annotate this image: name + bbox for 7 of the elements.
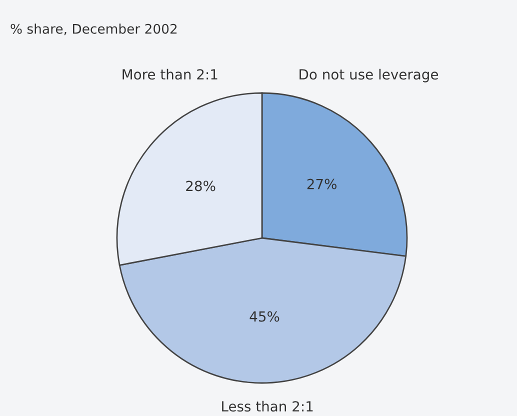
- slice-label: Less than 2:1: [222, 400, 313, 412]
- data-label: 45%: [250, 311, 280, 322]
- data-label: 27%: [307, 178, 336, 190]
- chart-title: % share, December 2002: [10, 24, 177, 36]
- slice-label: Do not use leverage: [300, 68, 438, 82]
- slice-label: More than 2:1: [122, 68, 218, 80]
- data-label: 28%: [186, 180, 216, 192]
